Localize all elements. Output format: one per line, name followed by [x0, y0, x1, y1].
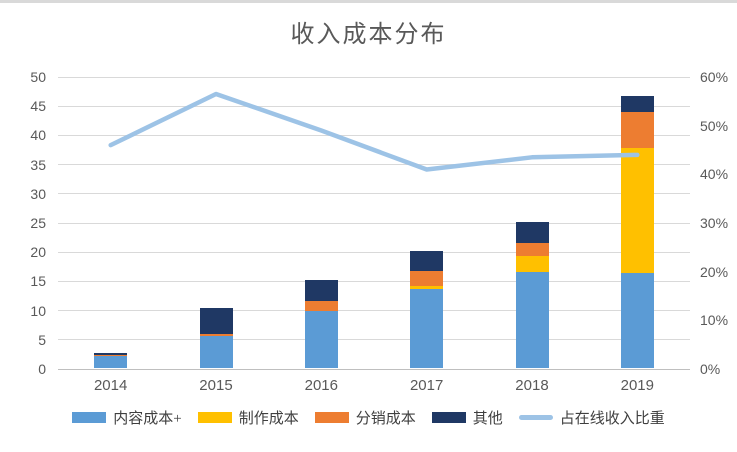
x-axis-label: 2019 — [620, 377, 654, 394]
bar-segment — [410, 289, 444, 368]
stacked-bar-2017 — [410, 250, 444, 368]
bar-segment — [620, 96, 654, 113]
legend-label: 其他 — [472, 411, 503, 427]
gridline — [58, 76, 690, 78]
bar-segment — [94, 353, 128, 356]
x-axis-label: 2015 — [199, 377, 233, 394]
x-axis-label: 2014 — [93, 377, 128, 394]
left-axis-tick: 5 — [38, 331, 46, 348]
gridline — [58, 310, 690, 312]
legend-swatch-icon — [431, 412, 466, 423]
legend-label: 制作成本 — [238, 411, 299, 427]
legend-label: 占在线收入比重 — [559, 411, 665, 427]
left-axis-tick: 45 — [30, 98, 46, 115]
legend-label: 内容成本+ — [113, 411, 182, 427]
left-axis-tick: 35 — [30, 156, 46, 173]
left-axis-tick: 25 — [30, 215, 46, 231]
bar-segment — [304, 311, 338, 368]
gridline — [58, 251, 690, 253]
gridline — [58, 339, 690, 341]
left-axis-tick: 10 — [30, 302, 46, 319]
bar-segment — [199, 334, 233, 337]
left-axis-tick: 20 — [30, 244, 46, 261]
left-axis-tick: 0 — [38, 361, 46, 377]
legend-line-swatch-icon — [518, 415, 553, 420]
stacked-bar-2015 — [199, 308, 233, 368]
left-axis-tick: 40 — [30, 127, 46, 144]
bar-segment — [410, 270, 444, 286]
chart-title: 收入成本分布 — [290, 22, 447, 48]
bar-segment — [620, 272, 654, 368]
x-axis-label: 2017 — [409, 377, 444, 394]
legend-item: 制作成本 — [197, 407, 299, 428]
bar-segment — [620, 112, 654, 148]
right-axis-tick: 0% — [700, 361, 721, 377]
stacked-bar-2018 — [515, 222, 549, 368]
stacked-bar-2019 — [620, 96, 654, 368]
right-axis-tick: 10% — [700, 312, 729, 329]
legend-label: 分销成本 — [355, 411, 416, 427]
trend-line — [108, 91, 640, 172]
gridline — [58, 368, 690, 370]
legend-item: 占在线收入比重 — [518, 407, 665, 428]
legend-item: 分销成本 — [314, 407, 416, 428]
bar-segment — [304, 300, 338, 312]
right-axis-tick: 30% — [700, 215, 729, 231]
gridline — [58, 105, 690, 107]
legend: 内容成本+ 制作成本 分销成本 其他 占在线收入比重 — [0, 407, 737, 428]
gridline — [58, 222, 690, 224]
x-axis-label: 2016 — [304, 377, 338, 394]
bar-segment — [410, 285, 444, 290]
legend-swatch-icon — [72, 412, 107, 423]
bar-segment — [199, 308, 233, 335]
bar-segment — [304, 280, 338, 301]
legend-swatch-icon — [197, 412, 232, 423]
x-axis-label: 2018 — [515, 377, 549, 394]
bar-segment — [515, 271, 549, 368]
gridline — [58, 164, 690, 166]
legend-swatch-icon — [314, 412, 349, 423]
bar-segment — [199, 336, 233, 368]
trend-line-layer — [108, 91, 640, 172]
right-axis-tick: 40% — [700, 166, 729, 183]
bar-segment — [410, 250, 444, 271]
bar-segment — [620, 147, 654, 273]
plot-area — [58, 76, 690, 370]
legend-item: 内容成本+ — [72, 407, 182, 428]
bar-segment — [515, 243, 549, 257]
gridline — [58, 193, 690, 195]
right-axis-tick: 50% — [700, 117, 729, 134]
stacked-bar-2016 — [304, 280, 338, 368]
top-border-divider — [0, 0, 737, 3]
bar-segment — [515, 256, 549, 272]
bar-segment — [94, 356, 128, 368]
left-axis-tick: 15 — [30, 273, 46, 290]
bar-segment — [515, 222, 549, 244]
left-axis-tick: 30 — [30, 185, 46, 202]
bar-segment — [94, 355, 128, 357]
left-axis-tick: 50 — [30, 69, 46, 85]
stacked-bar-2014 — [94, 353, 128, 368]
right-axis-tick: 20% — [700, 263, 729, 280]
gridline — [58, 134, 690, 136]
right-axis-tick: 60% — [700, 69, 729, 85]
legend-item: 其他 — [431, 407, 503, 428]
gridline — [58, 280, 690, 282]
